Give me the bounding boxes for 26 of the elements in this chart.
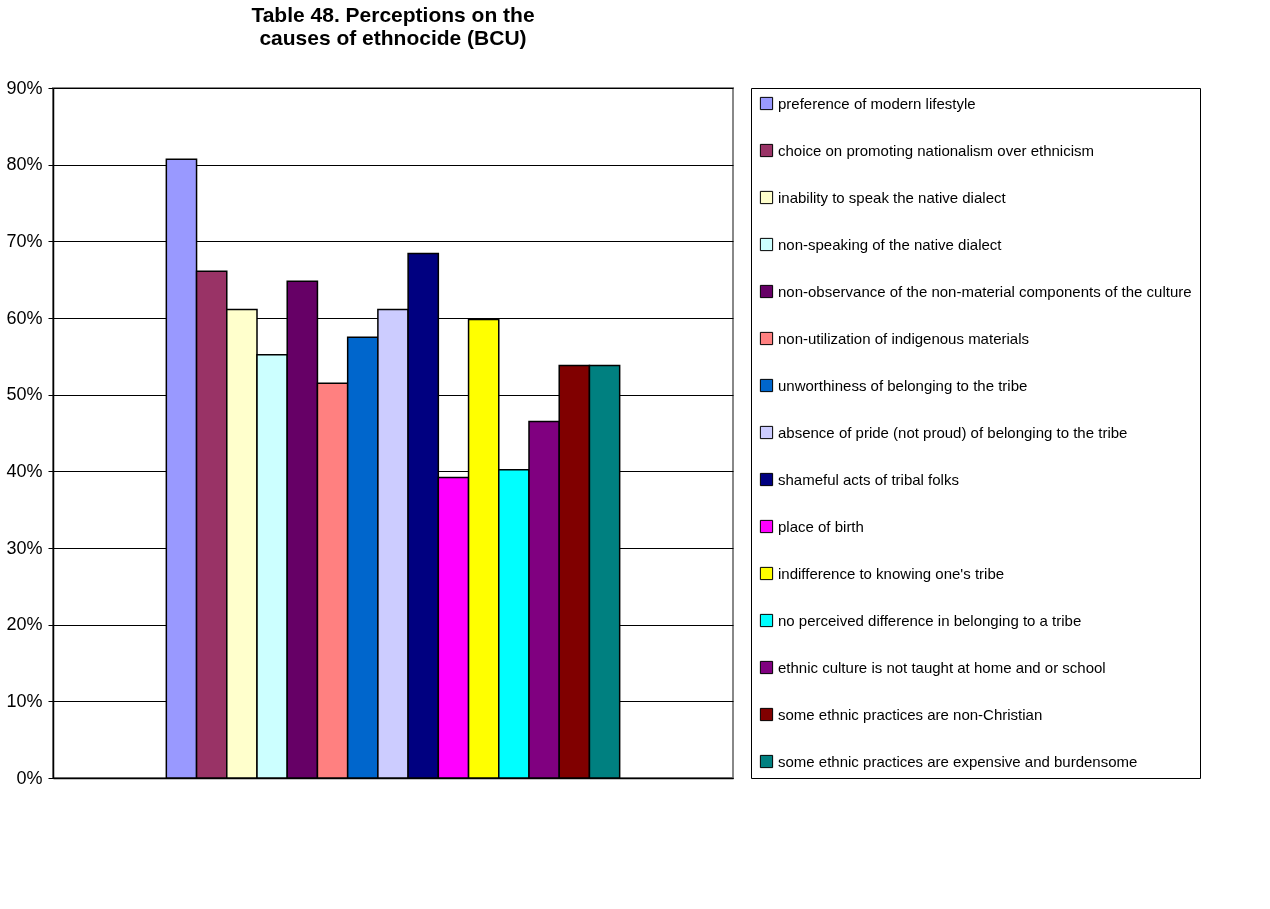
- legend-label: unworthiness of belonging to the tribe: [778, 376, 1028, 394]
- legend-label: some ethnic practices are expensive and burdensome: [778, 752, 1138, 770]
- legend-label: place of birth: [778, 517, 864, 535]
- legend-label: some ethnic practices are non-Christian: [778, 705, 1043, 723]
- y-tick-label: 70%: [6, 230, 43, 251]
- legend-label: choice on promoting nationalism over ethnicism: [778, 141, 1094, 159]
- legend-label: non-utilization of indigenous materials: [778, 329, 1029, 347]
- y-tick-label: 40%: [6, 460, 43, 481]
- legend-label: absence of pride (not proud) of belonging to the tribe: [778, 423, 1128, 441]
- y-tick-label: 80%: [6, 154, 43, 175]
- legend-label: inability to speak the native dialect: [778, 188, 1007, 206]
- y-tick-label: 10%: [6, 690, 43, 711]
- legend-label: preference of modern lifestyle: [778, 94, 976, 112]
- y-tick-label: 60%: [6, 307, 43, 328]
- legend-label: non-speaking of the native dialect: [778, 235, 1003, 253]
- chart-title: Table 48. Perceptions on the causes of ethnocide (BCU): [251, 3, 535, 49]
- legend-label: ethnic culture is not taught at home and or school: [778, 658, 1106, 676]
- y-tick-label: 0%: [16, 767, 43, 788]
- y-tick-label: 20%: [6, 614, 43, 635]
- legend-label: no perceived difference in belonging to a tribe: [778, 611, 1082, 629]
- y-tick-label: 90%: [6, 77, 43, 98]
- y-tick-label: 50%: [6, 384, 43, 405]
- y-tick-label: 30%: [6, 537, 43, 558]
- legend-label: non-observance of the non-material components of the culture: [778, 282, 1192, 300]
- legend-label: shameful acts of tribal folks: [778, 470, 959, 488]
- legend-label: indifference to knowing one's tribe: [778, 564, 1005, 582]
